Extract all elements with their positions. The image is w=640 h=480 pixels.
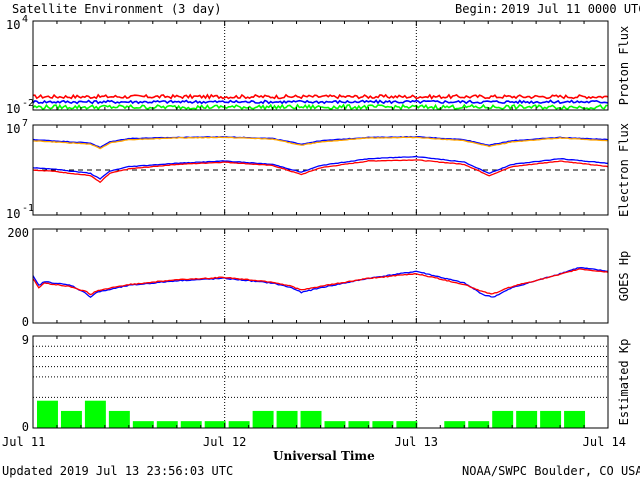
kp-bar [276, 410, 298, 428]
chart-title: Satellite Environment (3 day) [12, 2, 222, 16]
kp-bar [372, 421, 394, 428]
begin-label: Begin: [455, 2, 499, 16]
x-tick-label: Jul 14 [583, 435, 626, 449]
y-tick-label: 9 [22, 333, 29, 347]
x-axis-label: Universal Time [273, 449, 375, 463]
y-tick-label: 0 [22, 420, 29, 434]
panel-frame [32, 228, 609, 324]
kp-bar [180, 421, 202, 428]
y-tick-label: 10 [6, 102, 20, 116]
y-axis-label: Electron Flux [617, 123, 631, 217]
kp-bar [228, 421, 250, 428]
kp-bar [492, 410, 514, 428]
series-line-blue [32, 155, 608, 180]
y-tick-label: 200 [7, 226, 29, 240]
y-axis-label: Proton Flux [617, 26, 631, 105]
y-tick-label: 10 [6, 18, 20, 32]
kp-bar [37, 400, 58, 428]
y-tick-exponent: -1 [22, 203, 34, 214]
y-axis-label: GOES Hp [617, 251, 631, 302]
kp-bar [156, 421, 178, 428]
y-tick-label: 0 [22, 315, 29, 329]
y-tick-exponent: 4 [22, 14, 28, 25]
y-axis-label: Estimated Kp [617, 339, 631, 426]
kp-bar [204, 421, 226, 428]
y-tick-label: 10 [6, 207, 20, 221]
kp-bar [132, 421, 154, 428]
series-line-red [32, 268, 609, 296]
updated-text: Updated 2019 Jul 13 23:56:03 UTC [2, 464, 234, 478]
series-line-blue [32, 266, 609, 299]
kp-bar [60, 410, 82, 428]
y-tick-label: 10 [6, 122, 20, 136]
kp-bar [564, 410, 586, 428]
kp-bar [84, 400, 106, 428]
credit-text: NOAA/SWPC Boulder, CO USA [462, 464, 640, 478]
kp-bar [516, 410, 538, 428]
y-tick-exponent: -2 [22, 98, 34, 109]
series-line-blue [32, 135, 609, 149]
kp-bar [252, 410, 274, 428]
kp-bar [396, 421, 418, 428]
kp-bar [540, 410, 562, 428]
series-line-red [32, 159, 609, 184]
x-tick-label: Jul 12 [203, 435, 246, 449]
series-line-red [32, 93, 609, 100]
kp-bar [444, 421, 466, 428]
kp-bar [468, 421, 490, 428]
x-tick-label: Jul 13 [395, 435, 438, 449]
kp-bar [348, 421, 370, 428]
y-tick-exponent: 7 [22, 118, 28, 129]
x-tick-label: Jul 11 [2, 435, 45, 449]
series-line-orange [32, 136, 608, 150]
kp-bar [324, 421, 346, 428]
kp-bar [300, 410, 322, 428]
kp-bar [108, 410, 130, 428]
series-line-blue [32, 99, 609, 105]
begin-value: 2019 Jul 11 0000 UTC [501, 2, 640, 16]
